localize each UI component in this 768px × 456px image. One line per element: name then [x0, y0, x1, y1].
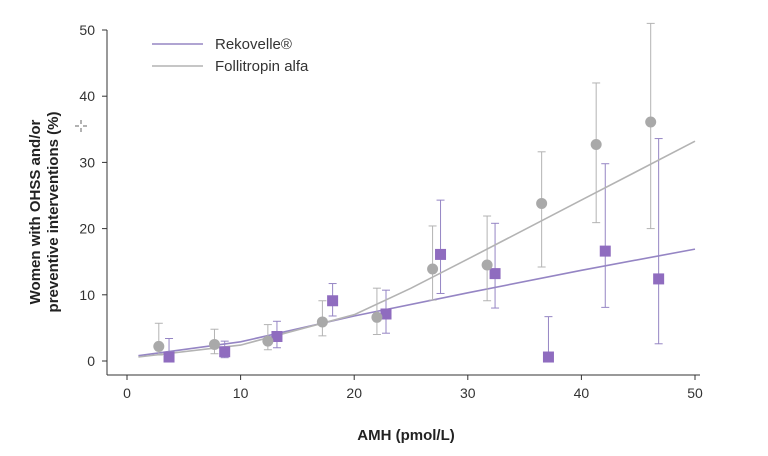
- markers-rekovelle: [163, 245, 665, 363]
- axes: 0 10 20 30 40 50 0 10 20 30 40 50: [79, 22, 703, 401]
- y-axis-title-line-1: Women with OHSS and/or: [27, 119, 44, 304]
- markers-follitropin-alfa: [153, 116, 657, 352]
- data-point-rekovelle: [380, 308, 392, 320]
- data-point-rekovelle: [327, 295, 339, 307]
- x-tick-label: 20: [346, 385, 362, 401]
- legend-label-follitropin-alfa: Follitropin alfa: [215, 58, 309, 75]
- y-tick-label: 10: [79, 287, 95, 303]
- y-ticks: 0 10 20 30 40 50: [79, 22, 107, 369]
- x-tick-label: 0: [123, 385, 131, 401]
- series-rekovelle: [138, 138, 696, 362]
- legend-item-follitropin-alfa: Follitropin alfa: [152, 58, 309, 75]
- data-point-rekovelle: [271, 331, 283, 343]
- y-axis-title-line-2: preventive interventions (%): [45, 112, 62, 313]
- crosshair-icon: [75, 120, 87, 132]
- x-tick-label: 10: [233, 385, 249, 401]
- plot-area: [138, 22, 696, 363]
- data-point-follitropin-alfa: [316, 316, 328, 328]
- data-point-rekovelle: [163, 351, 175, 363]
- fit-line-follitropin-alfa: [138, 140, 696, 358]
- data-point-follitropin-alfa: [481, 259, 493, 271]
- data-point-follitropin-alfa: [371, 311, 383, 323]
- legend-label-rekovelle: Rekovelle®: [215, 36, 292, 53]
- y-tick-label: 40: [79, 88, 95, 104]
- data-point-follitropin-alfa: [208, 338, 220, 350]
- data-point-follitropin-alfa: [262, 335, 274, 347]
- data-point-rekovelle: [599, 245, 611, 257]
- x-tick-label: 40: [574, 385, 590, 401]
- y-tick-label: 30: [79, 154, 95, 170]
- data-point-rekovelle: [219, 346, 231, 358]
- y-tick-label: 20: [79, 221, 95, 237]
- x-axis-title: AMH (pmol/L): [357, 427, 454, 444]
- x-ticks: 0 10 20 30 40 50: [123, 375, 703, 401]
- data-point-follitropin-alfa: [153, 340, 165, 352]
- data-point-rekovelle: [542, 351, 554, 363]
- data-point-rekovelle: [435, 248, 447, 260]
- x-tick-label: 30: [460, 385, 476, 401]
- data-point-follitropin-alfa: [427, 263, 439, 275]
- y-tick-label: 50: [79, 22, 95, 38]
- x-tick-label: 50: [687, 385, 703, 401]
- data-point-follitropin-alfa: [590, 139, 602, 151]
- fit-line-rekovelle: [138, 248, 696, 357]
- data-point-follitropin-alfa: [536, 197, 548, 209]
- data-point-rekovelle: [489, 268, 501, 280]
- data-point-rekovelle: [653, 273, 665, 285]
- legend: Rekovelle® Follitropin alfa: [152, 36, 309, 75]
- y-tick-label: 0: [87, 353, 95, 369]
- data-point-follitropin-alfa: [645, 116, 657, 128]
- legend-item-rekovelle: Rekovelle®: [152, 36, 292, 53]
